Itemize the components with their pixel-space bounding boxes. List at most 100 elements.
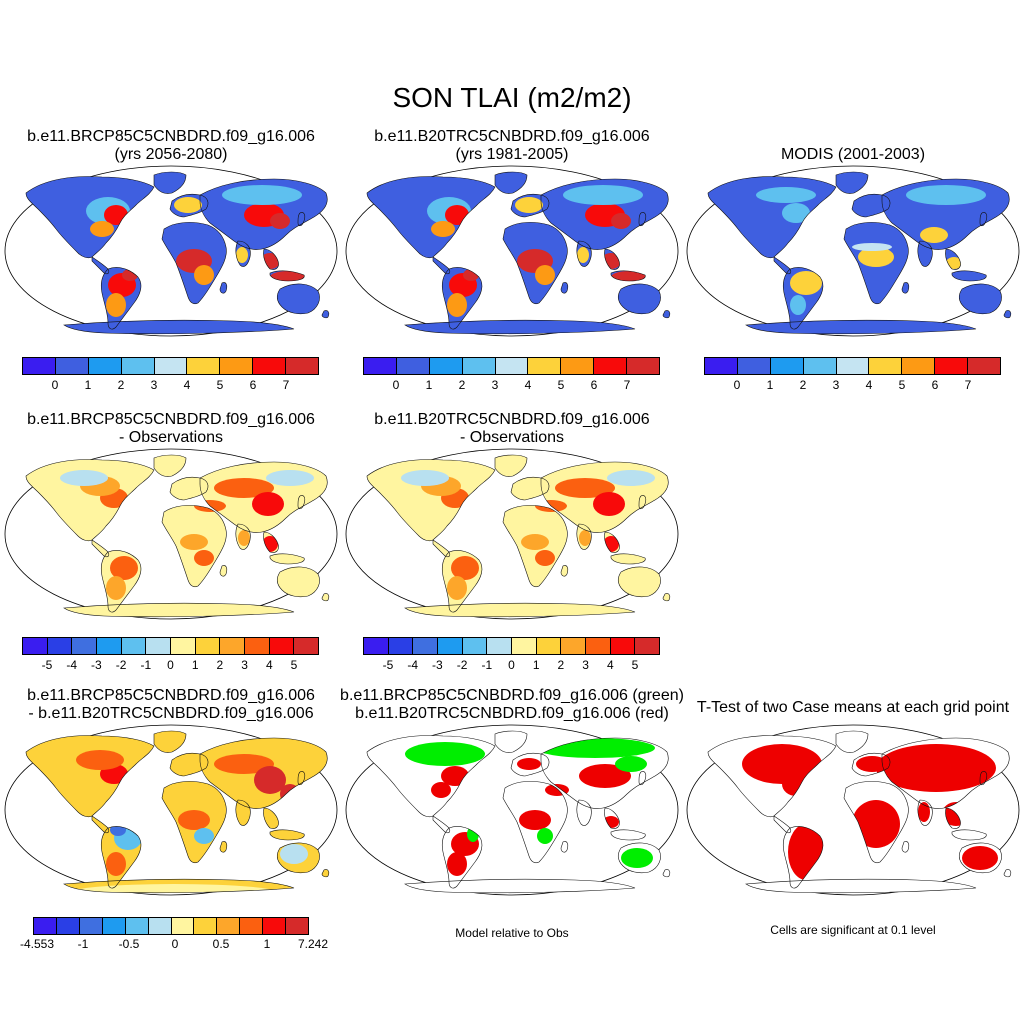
colorbar-swatch xyxy=(487,638,513,654)
colorbar-p5 xyxy=(363,637,660,655)
coastline xyxy=(707,176,837,259)
coastline xyxy=(494,171,528,194)
coastline xyxy=(576,523,592,550)
coastline xyxy=(269,553,305,565)
coastline xyxy=(843,781,909,864)
colorbar-tick-label: 7 xyxy=(964,378,972,392)
coastline xyxy=(276,283,320,315)
colorbar-swatch xyxy=(536,638,562,654)
map-p1 xyxy=(4,165,338,337)
colorbar-ticks-p7: -4.553 -1 -0.5 0 0.5 1 7.242 xyxy=(4,937,346,953)
coastline xyxy=(276,842,320,874)
field-patch xyxy=(607,470,655,486)
coastline xyxy=(604,531,620,553)
coastline xyxy=(745,319,977,335)
coastline xyxy=(510,476,550,501)
coastline xyxy=(235,240,251,267)
coastline xyxy=(366,735,496,818)
map-p8 xyxy=(345,724,679,896)
coastline xyxy=(851,752,891,777)
colorbar-tick-label: 4 xyxy=(524,378,532,392)
coastline xyxy=(707,735,837,818)
coastline xyxy=(502,222,568,305)
colorbar-swatch xyxy=(803,358,837,374)
colorbar-swatch xyxy=(586,638,611,654)
colorbar-tick-label: -1 xyxy=(481,658,493,672)
panel-title-line2: - b.e11.B20TRC5CNBDRD.f09_g16.006 xyxy=(28,705,314,722)
colorbar-swatch xyxy=(253,358,287,374)
colorbar-tick-label: 6 xyxy=(931,378,939,392)
colorbar-swatch xyxy=(146,638,172,654)
colorbar-tick-label: 2 xyxy=(458,378,466,392)
map-p9 xyxy=(686,724,1020,896)
coastline xyxy=(199,737,328,809)
field-patch xyxy=(579,764,631,788)
field-patch xyxy=(852,800,900,848)
colorbar-tick-label: -4 xyxy=(66,658,78,672)
colorbar-swatch xyxy=(194,918,218,934)
coastline xyxy=(153,171,187,194)
coastline xyxy=(404,602,636,618)
coastline xyxy=(321,593,330,602)
colorbar-tick-label: 7 xyxy=(282,378,290,392)
colorbar-tick-label: 4 xyxy=(183,378,191,392)
colorbar-tick-label: 0 xyxy=(51,378,59,392)
coastline xyxy=(269,270,305,282)
field-patch xyxy=(535,550,555,566)
coastline xyxy=(199,178,328,250)
coastline xyxy=(979,212,988,227)
coastline xyxy=(297,495,306,510)
coastline xyxy=(219,841,228,853)
colorbar-tick-label: 2 xyxy=(557,658,565,672)
coastline xyxy=(901,841,910,853)
colorbar-swatch xyxy=(88,358,122,374)
colorbar-swatch xyxy=(429,358,463,374)
colorbar-swatch xyxy=(269,638,295,654)
coastline xyxy=(91,815,110,834)
colorbar-ticks-p4: -5 -4 -3 -2 -1 0 1 2 3 4 5 xyxy=(0,658,342,674)
panel-title-line1 xyxy=(682,128,1024,146)
map-p3 xyxy=(686,165,1020,337)
colorbar-ticks-p3: 0 1 2 3 4 5 6 7 xyxy=(0,378,1024,394)
panel-title-line1: b.e11.BRCP85C5CNBDRD.f09_g16.006 xyxy=(27,411,315,428)
panel-title-line2: T-Test of two Case means at each grid po… xyxy=(696,699,1010,716)
coastline xyxy=(540,178,669,250)
colorbar-tick-label: -4 xyxy=(407,658,419,672)
coastline xyxy=(576,240,592,267)
field-patch xyxy=(906,185,986,205)
coastline xyxy=(917,240,933,267)
coastline xyxy=(610,270,646,282)
colorbar-swatch xyxy=(737,358,771,374)
figure-title: SON TLAI (m2/m2) xyxy=(392,82,632,113)
coastline xyxy=(773,815,792,834)
coastline xyxy=(366,459,496,542)
colorbar-swatch xyxy=(220,638,246,654)
field-patch xyxy=(431,782,451,798)
colorbar-swatch xyxy=(154,358,188,374)
coastline xyxy=(1003,869,1012,878)
colorbar-tick-label: -3 xyxy=(432,658,443,672)
field-patch xyxy=(790,271,822,295)
coastline xyxy=(560,282,569,294)
panel-title-line1 xyxy=(682,681,1024,699)
coastline xyxy=(219,565,228,577)
colorbar-swatch xyxy=(195,638,221,654)
colorbar-tick-label: 1 xyxy=(425,378,433,392)
field-patch xyxy=(920,227,948,243)
field-patch xyxy=(214,754,274,774)
coastline xyxy=(510,752,550,777)
colorbar-p4 xyxy=(22,637,319,655)
field-patch xyxy=(517,758,541,770)
field-patch xyxy=(270,213,290,229)
field-patch xyxy=(110,556,138,580)
coastline xyxy=(441,267,483,330)
colorbar-swatch xyxy=(34,918,57,934)
colorbar-tick-label: 3 xyxy=(150,378,158,392)
colorbar-swatch xyxy=(935,358,969,374)
colorbar-swatch xyxy=(869,358,903,374)
colorbar-tick-label: -2 xyxy=(115,658,127,672)
colorbar-swatch xyxy=(125,918,149,934)
panel-title-p8: b.e11.BRCP85C5CNBDRD.f09_g16.006 (green)… xyxy=(326,687,698,723)
panel-title-line2: - Observations xyxy=(118,429,224,446)
field-patch xyxy=(431,221,455,237)
